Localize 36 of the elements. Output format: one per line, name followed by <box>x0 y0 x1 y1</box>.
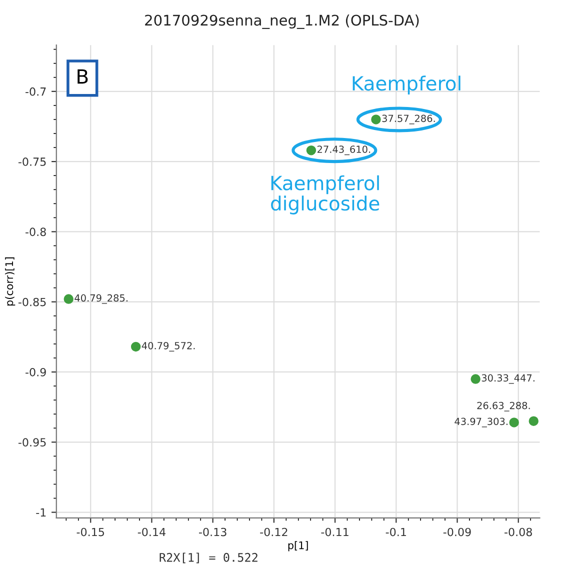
chart-title: 20170929senna_neg_1.M2 (OPLS-DA) <box>145 14 419 29</box>
x-tick-label: -0.12 <box>260 528 288 536</box>
y-tick-label: -0.85 <box>18 298 46 306</box>
data-label: 37.57_286. <box>382 114 435 124</box>
x-tick-label: -0.11 <box>321 528 348 536</box>
point <box>509 418 519 428</box>
x-tick-label: -0.1 <box>386 528 406 536</box>
data-label: 43.97_303. <box>454 418 508 428</box>
x-tick-label: -0.15 <box>76 528 104 536</box>
point <box>64 294 74 304</box>
annotation: Kaempferol <box>352 76 460 94</box>
y-tick-label: -0.95 <box>18 438 46 447</box>
text: R2X[1] = 0.522 <box>160 552 258 564</box>
data-label: 27.43_610. <box>317 146 370 156</box>
point <box>306 145 316 156</box>
y-tick-label: -0.75 <box>18 158 46 166</box>
y-tick-label: -0.9 <box>26 368 46 376</box>
point <box>528 416 538 426</box>
point <box>130 342 141 352</box>
data-label: 26.63_288. <box>477 402 530 412</box>
data-label: 40.79_285. <box>74 294 128 304</box>
x-tick-label: -0.09 <box>443 528 471 536</box>
y-axis-title: p(corr)[1] <box>5 257 16 306</box>
y-tick-label: -1 <box>36 508 46 517</box>
x-tick-label: -0.08 <box>504 528 532 536</box>
x-tick-label: -0.13 <box>199 528 226 536</box>
y-tick-label: -0.7 <box>26 87 46 96</box>
annotation: B <box>78 69 88 84</box>
x-tick-label: -0.14 <box>138 528 166 536</box>
data-label: 30.33_447. <box>482 374 534 384</box>
point <box>470 374 480 384</box>
x-axis-title: p[1] <box>288 541 308 552</box>
point <box>371 114 381 124</box>
y-tick-label: -0.8 <box>26 228 46 236</box>
data-label: 40.79_572. <box>142 342 195 352</box>
annotation: Kaempferol diglucoside <box>271 175 380 214</box>
